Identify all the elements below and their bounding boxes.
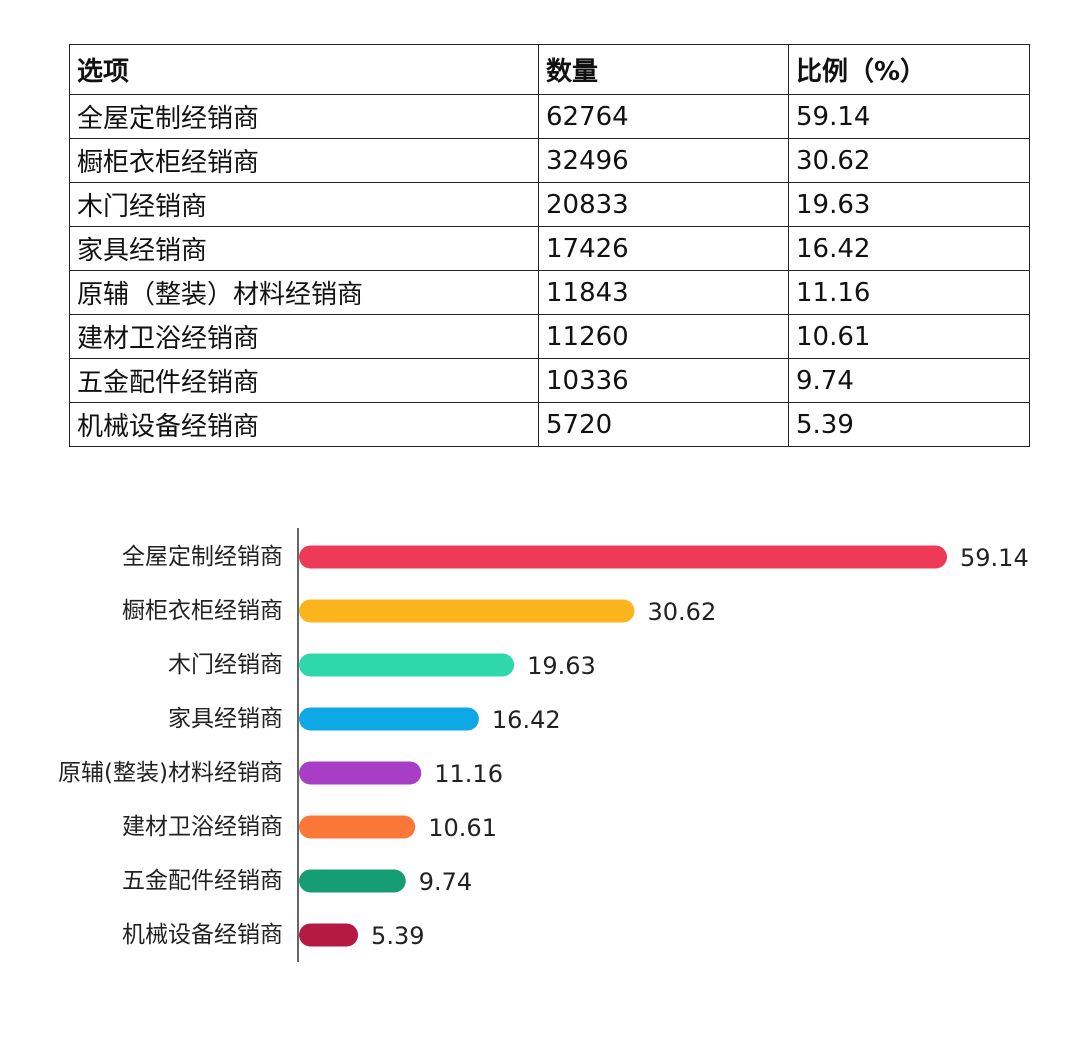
value-label: 30.62	[648, 598, 717, 626]
cell-ratio: 16.42	[788, 226, 1030, 271]
bar	[299, 707, 479, 731]
cell-ratio: 5.39	[788, 402, 1030, 447]
category-label: 原辅(整装)材料经销商	[58, 760, 283, 786]
table-row: 原辅（整装）材料经销商 11843 11.16	[69, 270, 1030, 315]
cell-count: 5720	[538, 402, 789, 447]
table-row: 全屋定制经销商 62764 59.14	[69, 94, 1030, 139]
bar	[299, 923, 359, 947]
cell-count: 10336	[538, 358, 789, 403]
value-label: 11.16	[434, 760, 503, 788]
cell-ratio: 11.16	[788, 270, 1030, 315]
cell-ratio: 19.63	[788, 182, 1030, 227]
cell-option: 橱柜衣柜经销商	[69, 138, 539, 183]
cell-option: 家具经销商	[69, 226, 539, 271]
value-label: 16.42	[492, 706, 561, 734]
table-row: 建材卫浴经销商 11260 10.61	[69, 314, 1030, 359]
bar	[299, 653, 515, 677]
chart-marks: 全屋定制经销商 59.14 橱柜衣柜经销商 30.62 木门经销商 19.63 家具经销商 1…	[58, 544, 1029, 950]
bar	[299, 815, 416, 839]
data-table: 选项 数量 比例（%） 全屋定制经销商 62764 59.14 橱柜衣柜经销商 …	[69, 44, 1030, 447]
cell-count: 11843	[538, 270, 789, 315]
value-label: 19.63	[527, 652, 596, 680]
cell-ratio: 59.14	[788, 94, 1030, 139]
value-label: 9.74	[419, 868, 472, 896]
category-label: 木门经销商	[168, 652, 283, 678]
cell-option: 木门经销商	[69, 182, 539, 227]
cell-option: 机械设备经销商	[69, 402, 539, 447]
header-ratio: 比例（%）	[788, 44, 1030, 95]
cell-count: 20833	[538, 182, 789, 227]
cell-ratio: 9.74	[788, 358, 1030, 403]
table-row: 橱柜衣柜经销商 32496 30.62	[69, 138, 1030, 183]
table-row: 家具经销商 17426 16.42	[69, 226, 1030, 271]
cell-count: 32496	[538, 138, 789, 183]
category-label: 家具经销商	[168, 706, 283, 732]
table-row: 五金配件经销商 10336 9.74	[69, 358, 1030, 403]
header-count: 数量	[538, 44, 789, 95]
category-label: 机械设备经销商	[122, 922, 283, 948]
bar	[299, 761, 422, 785]
table-row: 机械设备经销商 5720 5.39	[69, 402, 1030, 447]
cell-ratio: 30.62	[788, 138, 1030, 183]
bar	[299, 545, 947, 569]
category-label: 橱柜衣柜经销商	[122, 598, 283, 624]
cell-count: 11260	[538, 314, 789, 359]
cell-count: 17426	[538, 226, 789, 271]
cell-option: 原辅（整装）材料经销商	[69, 270, 539, 315]
value-label: 5.39	[371, 922, 424, 950]
value-label: 10.61	[428, 814, 497, 842]
cell-count: 62764	[538, 94, 789, 139]
category-label: 五金配件经销商	[122, 868, 283, 894]
category-label: 建材卫浴经销商	[122, 814, 283, 840]
bar	[299, 599, 635, 623]
bar	[299, 869, 406, 893]
table-row: 木门经销商 20833 19.63	[69, 182, 1030, 227]
cell-ratio: 10.61	[788, 314, 1030, 359]
cell-option: 全屋定制经销商	[69, 94, 539, 139]
value-label: 59.14	[960, 544, 1029, 572]
category-label: 全屋定制经销商	[122, 544, 283, 570]
bar-chart: 全屋定制经销商 59.14 橱柜衣柜经销商 30.62 木门经销商 19.63 家具经销商 1…	[58, 528, 1029, 962]
table-header-row: 选项 数量 比例（%）	[69, 44, 1030, 95]
cell-option: 建材卫浴经销商	[69, 314, 539, 359]
cell-option: 五金配件经销商	[69, 358, 539, 403]
header-option: 选项	[69, 44, 539, 95]
